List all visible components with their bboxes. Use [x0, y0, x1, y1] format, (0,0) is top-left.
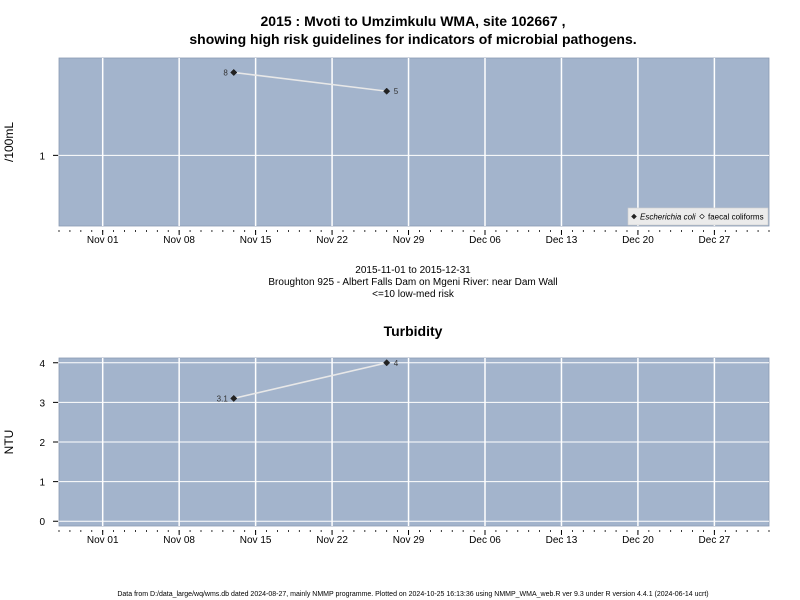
data-label: 5 — [394, 87, 399, 96]
legend-box — [627, 207, 769, 226]
chart-title-turbidity: Turbidity — [384, 323, 443, 339]
y-tick-label: 1 — [39, 478, 45, 489]
y-tick-label: 0 — [39, 517, 45, 528]
x-tick-label: Dec 20 — [622, 535, 654, 546]
data-point — [230, 68, 238, 77]
footer-text: Data from D:/data_large/wq/wms.db dated … — [117, 591, 708, 598]
x-tick-label: Nov 08 — [163, 235, 195, 246]
x-tick-label: Nov 29 — [393, 235, 425, 246]
x-tick-label: Nov 15 — [240, 535, 272, 546]
figure-title-line1: 2015 : Mvoti to Umzimkulu WMA, site 1026… — [261, 13, 566, 29]
x-tick-label: Nov 29 — [393, 535, 425, 546]
x-tick-label: Dec 27 — [699, 235, 731, 246]
data-point — [230, 394, 238, 402]
x-tick-label: Dec 06 — [469, 535, 501, 546]
x-tick-label: Nov 22 — [316, 535, 348, 546]
subtitle-date-range: 2015-11-01 to 2015-12-31 — [355, 265, 471, 276]
data-label: 4 — [394, 359, 399, 368]
x-tick-label: Nov 08 — [163, 535, 195, 546]
x-tick-label: Dec 13 — [546, 535, 578, 546]
data-point — [383, 359, 391, 367]
y-axis-label: NTU — [2, 430, 16, 455]
x-tick-label: Dec 06 — [469, 235, 501, 246]
x-tick-label: Nov 01 — [87, 535, 119, 546]
data-point — [383, 87, 391, 95]
x-tick-label: Dec 27 — [699, 535, 731, 546]
x-tick-label: Dec 13 — [546, 235, 578, 246]
series-line — [233, 362, 387, 400]
plot-panel — [58, 57, 770, 227]
x-tick-label: Nov 15 — [240, 235, 272, 246]
chart-ecoli: Nov 01 Nov 08 Nov 15 Nov 22 Nov 29 Dec 06 Dec … — [2, 57, 770, 246]
legend-marker — [699, 213, 705, 220]
y-tick-label: 2 — [39, 438, 45, 449]
chart-turbidity: Nov 01 Nov 08 Nov 15 Nov 22 Nov 29 Dec 06 Dec … — [2, 357, 770, 546]
legend-label: Escherichia coli — [640, 213, 696, 222]
y-tick-label: 1 — [39, 151, 45, 162]
data-label: 3.1 — [217, 394, 229, 403]
x-tick-label: Nov 22 — [316, 235, 348, 246]
x-tick-label: Nov 01 — [87, 235, 119, 246]
x-tick-label: Dec 20 — [622, 235, 654, 246]
legend-label: faecal coliforms — [708, 213, 764, 222]
series-line — [233, 71, 387, 92]
figure-title-line2: showing high risk guidelines for indicat… — [189, 31, 636, 47]
y-tick-label: 3 — [39, 398, 45, 409]
y-axis-label: /100mL — [2, 122, 16, 162]
data-label: 8 — [223, 68, 228, 77]
subtitle-risk: <=10 low-med risk — [372, 289, 455, 300]
subtitle-site-name: Broughton 925 - Albert Falls Dam on Mgen… — [268, 277, 557, 288]
y-tick-label: 4 — [39, 359, 45, 370]
legend-marker — [631, 213, 637, 220]
